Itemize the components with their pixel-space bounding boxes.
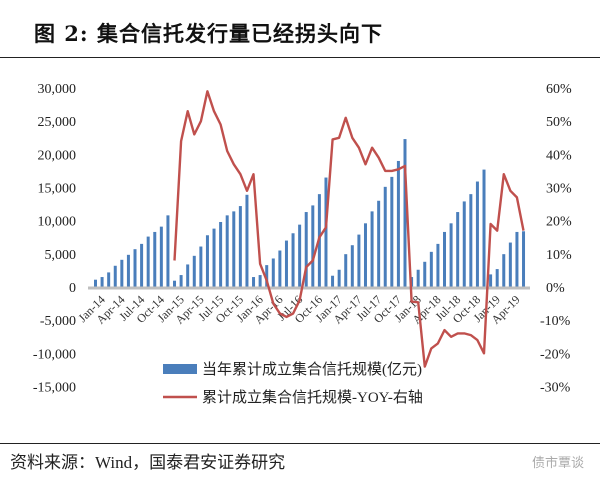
bar [363,223,367,287]
bar [192,255,196,287]
bar [212,228,216,287]
bottom-divider [0,443,600,444]
bar [357,234,361,287]
bar [462,201,466,287]
bar [199,246,203,287]
bar [278,250,282,287]
bar [94,279,97,287]
right-tick-label: 10% [546,248,572,263]
bar [284,240,288,287]
bar [140,243,144,287]
right-tick-label: 20% [546,215,572,230]
bar [225,215,229,287]
legend-swatch-bar [163,364,197,374]
bar [304,212,308,287]
left-tick-label: -5,000 [40,314,76,329]
yoy-line [173,90,525,368]
bar [324,177,328,287]
left-tick-label: 0 [69,281,76,296]
bar [337,269,341,287]
legend-label-bar: 当年累计成立集合信托规模(亿元) [202,361,422,378]
bar [219,221,223,287]
bar [265,265,269,287]
bar [475,181,479,287]
bar [377,200,381,287]
bar [126,254,130,287]
legend-label-line: 累计成立集合信托规模-YOY-右轴 [202,389,423,406]
bar [238,206,242,287]
bar [396,160,400,287]
bar [153,231,157,287]
bar [120,259,124,287]
bar [495,269,499,287]
bar [311,205,315,287]
right-tick-label: 50% [546,115,572,130]
bar [383,186,387,287]
right-tick-label: 40% [546,148,572,163]
bar [291,233,295,287]
bar [502,254,506,287]
left-tick-label: -15,000 [33,381,76,396]
bar [429,251,433,287]
right-tick-label: -30% [540,381,571,396]
bar [423,261,427,287]
bar [173,280,177,287]
bar [258,275,262,287]
bar-series [94,139,526,287]
bar [390,176,394,287]
bar [515,231,519,287]
bar [456,212,460,287]
left-tick-label: -10,000 [33,347,76,362]
bar [159,226,163,287]
bar [449,223,453,287]
source-note: 资料来源：Wind，国泰君安证券研究 [10,453,286,472]
top-divider [0,57,600,58]
bar [113,265,117,287]
right-tick-label: -10% [540,314,571,329]
bar [508,242,512,287]
bar [166,215,170,287]
bar [205,235,209,287]
right-axis-labels: -30% -20% -10% 0% 10% 20% 30% 40% 50% 60% [540,82,572,396]
bar [146,236,150,287]
figure-title: 图 2: 集合信托发行量已经拐头向下 [34,21,383,46]
left-tick-label: 15,000 [38,182,77,197]
bar [100,277,104,287]
bar [350,245,354,287]
bar [271,258,275,287]
bar [403,139,407,287]
left-tick-label: 5,000 [45,248,77,263]
chart: Jan-14Apr-14Jul-14Oct-14Jan-15Apr-15Jul-… [33,82,572,406]
right-tick-label: 30% [546,182,572,197]
bar [489,274,493,287]
right-tick-label: -20% [540,347,571,362]
bar [436,243,440,287]
bar [133,249,137,287]
bar [522,231,526,287]
left-tick-label: 20,000 [38,148,77,163]
bar [344,254,348,287]
bar [186,264,190,287]
right-tick-label: 60% [546,82,572,97]
left-axis-labels: -15,000 -10,000 -5,000 0 5,000 10,000 15,000 20… [33,82,76,396]
bar [482,169,486,287]
bar [443,231,447,287]
bar [107,272,111,287]
bar [179,275,183,287]
bar [298,224,302,287]
bar [252,277,256,287]
left-tick-label: 10,000 [38,215,77,230]
bar [469,194,473,287]
bar [331,275,335,287]
right-tick-label: 0% [546,281,565,296]
bar [370,211,374,287]
bar [232,211,236,287]
bar [245,194,249,287]
watermark: 债市覃谈 [531,456,584,471]
left-tick-label: 25,000 [38,115,77,130]
left-tick-label: 30,000 [38,82,77,97]
bar [416,269,420,287]
